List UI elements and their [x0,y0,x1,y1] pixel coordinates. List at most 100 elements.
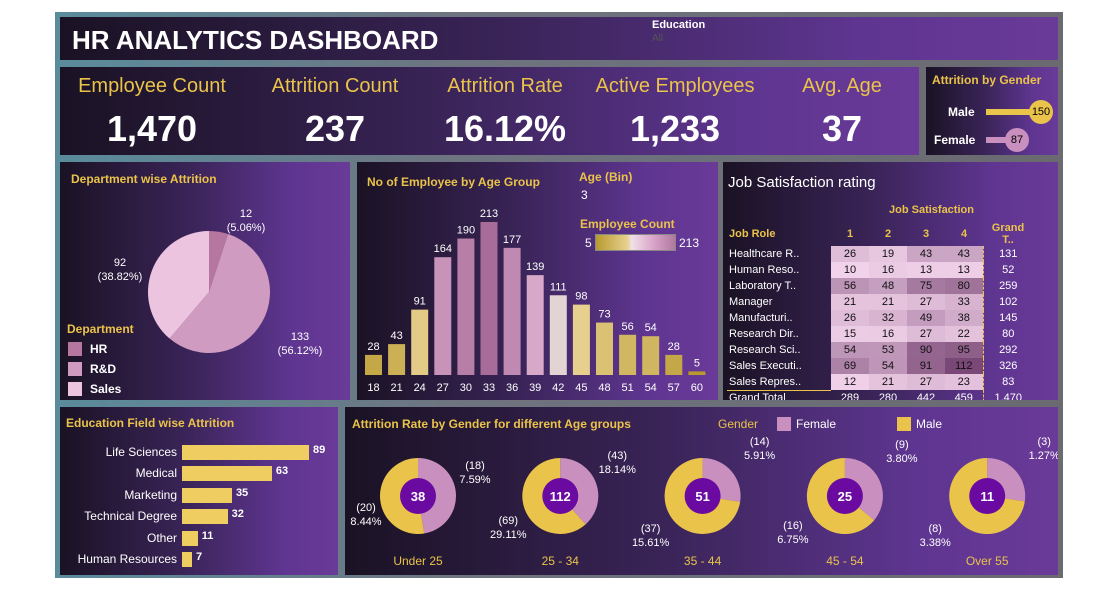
age-bar-48[interactable] [596,322,613,375]
education-filter-select[interactable]: All [652,33,664,44]
heatmap-cell[interactable]: 69 [831,358,869,374]
female-bar[interactable] [986,137,1008,143]
total-cell: Grand Total [727,389,831,400]
age-bar-60[interactable] [688,371,706,375]
heatmap-cell[interactable]: 33 [945,294,983,310]
heatmap-cell[interactable]: 49 [907,310,945,326]
kpi-label: Avg. Age [802,75,882,97]
donut-female-slice[interactable] [844,458,883,521]
heatmap-cell[interactable]: 54 [831,342,869,358]
heatmap-cell[interactable]: 16 [869,326,907,342]
heatmap-cell[interactable]: 21 [869,294,907,310]
heatmap-cell[interactable]: 27 [907,326,945,342]
heatmap-cell[interactable]: 95 [945,342,983,358]
kpi-label: Attrition Count [271,75,399,97]
job-role-cell: Sales Executi.. [729,360,802,372]
kpi-value: 1,470 [106,108,198,149]
legend-label: R&D [90,362,116,376]
age-bar-27[interactable] [434,257,452,375]
age-bar-42[interactable] [549,295,567,375]
heatmap-cell[interactable]: 54 [869,358,907,374]
age-bar-39[interactable] [526,275,544,375]
pie-slice-rd[interactable] [169,234,270,353]
age-bar-18[interactable] [365,354,382,375]
heatmap-cell[interactable]: 15 [831,326,869,342]
age-bar-36[interactable] [503,247,521,375]
heatmap-cell[interactable]: 91 [907,358,945,374]
heatmap-cell[interactable]: 53 [869,342,907,358]
age-bar-33[interactable] [480,222,498,375]
job-satisfaction-title: Job Satisfaction rating [728,174,876,191]
heatmap-cell[interactable]: 19 [869,246,907,262]
female-bubble[interactable]: 87 [1005,128,1029,152]
pie-slice-sales[interactable] [147,231,209,339]
age-bar-value: 56 [621,321,633,333]
male-bar[interactable] [986,109,1036,115]
edu-bar[interactable] [182,509,228,525]
heatmap-cell[interactable]: 13 [945,262,983,278]
kpi-attrition-rate: Attrition Rate 16.12% [420,75,590,150]
legend-swatch [68,342,82,356]
pie-pct-label: (38.82%) [98,271,143,283]
edu-bar[interactable] [182,530,198,546]
pie-slice-hr[interactable] [209,231,229,292]
donut-female-slice[interactable] [560,458,599,525]
gender-attrition-title: Attrition by Gender [932,73,1042,87]
heatmap-cell[interactable]: 90 [907,342,945,358]
edu-bar[interactable] [182,466,272,482]
male-bubble[interactable]: 150 [1029,100,1053,124]
heatmap-cell[interactable]: 13 [907,262,945,278]
heatmap-cell[interactable]: 26 [831,310,869,326]
heatmap-cell[interactable]: 10 [831,262,869,278]
age-bar-value: 190 [457,225,475,237]
heatmap-cell[interactable]: 21 [869,374,907,390]
heatmap-cell[interactable]: 112 [945,358,983,374]
heatmap-cell[interactable]: 22 [945,326,983,342]
heatmap-cell[interactable]: 43 [945,246,983,262]
table-row: Laboratory T.. 56 48 75 80 259 [727,278,1033,294]
legend-swatch [68,382,82,396]
age-bar-45[interactable] [572,304,590,375]
header-panel: HR ANALYTICS DASHBOARD Education All [60,17,1058,60]
age-bar-21[interactable] [388,344,406,375]
heatmap-cell[interactable]: 38 [945,310,983,326]
edu-bar-value: 63 [275,465,289,478]
kpi-label: Attrition Rate [447,75,563,97]
legend-item-hr[interactable]: HR [68,339,121,359]
age-tick-label: 39 [529,382,541,394]
heatmap-cell[interactable]: 32 [869,310,907,326]
age-bin-value[interactable]: 3 [581,188,588,202]
grand-total-cell: 145 [982,310,1033,326]
edu-bar[interactable] [182,552,192,567]
edu-bar[interactable] [182,445,309,460]
age-bar-54[interactable] [642,336,660,375]
job-satisfaction-panel: Job Satisfaction rating Job Satisfaction… [723,162,1058,400]
age-tick-label: 30 [460,382,472,394]
heatmap-cell[interactable]: 21 [831,294,869,310]
age-bar-51[interactable] [619,334,637,375]
age-bar-30[interactable] [457,238,475,375]
age-bar-value: 43 [390,330,402,342]
donut-female-slice[interactable] [418,458,456,534]
heatmap-cell[interactable]: 27 [907,294,945,310]
legend-item-sales[interactable]: Sales [68,379,121,399]
age-bar-24[interactable] [411,309,429,375]
heatmap-cell[interactable]: 27 [907,374,945,390]
legend-item-rd[interactable]: R&D [68,359,121,379]
heatmap-cell[interactable]: 16 [869,262,907,278]
heatmap-cell[interactable]: 80 [945,278,983,294]
heatmap-cell[interactable]: 43 [907,246,945,262]
heatmap-cell[interactable]: 26 [831,246,869,262]
column-header: 3 [922,228,930,240]
age-group-label: 35 - 44 [684,554,722,568]
edu-bar[interactable] [182,487,232,503]
heatmap-cell[interactable]: 75 [907,278,945,294]
table-row: Human Reso.. 10 16 13 13 52 [727,262,1033,278]
heatmap-cell[interactable]: 23 [945,374,983,390]
age-bar-57[interactable] [665,354,683,375]
heatmap-cell[interactable]: 12 [831,374,869,390]
department-panel: Department wise Attrition 12 (5.06%) 133 (5… [60,162,350,400]
heatmap-cell[interactable]: 48 [869,278,907,294]
heatmap-cell[interactable]: 56 [831,278,869,294]
table-row: Sales Repres.. 12 21 27 23 83 [727,374,1033,390]
